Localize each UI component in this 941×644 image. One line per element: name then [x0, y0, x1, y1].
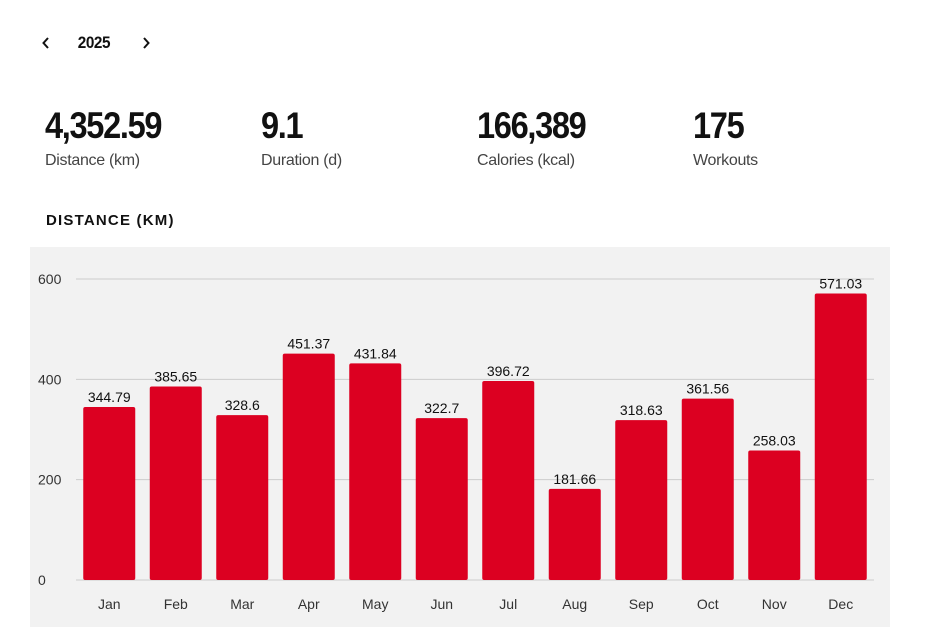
stat-label: Distance (km)	[45, 152, 140, 169]
data-label: 431.84	[354, 345, 397, 361]
data-label: 451.37	[287, 336, 330, 352]
next-year-button[interactable]	[138, 30, 154, 56]
bar-mar[interactable]	[216, 415, 269, 580]
chevron-right-icon	[143, 37, 150, 49]
data-label: 322.7	[424, 400, 459, 416]
stat-duration: 9.1 Duration (d)	[261, 104, 342, 170]
x-tick-label: Dec	[828, 596, 853, 612]
stat-value: 9.1	[261, 105, 304, 146]
summary-stats: 4,352.59 Distance (km) 9.1 Duration (d) …	[45, 104, 905, 184]
x-tick-label: Mar	[230, 596, 254, 612]
stat-distance: 4,352.59 Distance (km)	[45, 104, 177, 170]
y-tick-label: 600	[38, 271, 62, 287]
x-tick-label: Oct	[697, 596, 719, 612]
x-tick-label: Nov	[762, 596, 787, 612]
chevron-left-icon	[42, 37, 49, 49]
x-tick-label: Jun	[430, 596, 453, 612]
bar-jun[interactable]	[415, 418, 468, 580]
x-tick-label: Sep	[629, 596, 654, 612]
year-label: 2025	[77, 33, 111, 52]
stat-value: 166,389	[477, 105, 587, 146]
stat-label: Workouts	[693, 152, 758, 169]
y-tick-label: 0	[38, 572, 46, 588]
x-tick-label: Jul	[499, 596, 517, 612]
distance-chart-panel: 0 200 400 600 344.79 Jan 385.65 Feb 328.6 Mar 451.…	[30, 247, 890, 627]
bar-feb[interactable]	[149, 386, 202, 580]
stat-value: 175	[693, 105, 745, 146]
distance-bar-chart: 0 200 400 600 344.79 Jan 385.65 Feb 328.6 Mar 451.…	[38, 271, 874, 612]
x-tick-label: Apr	[298, 596, 320, 612]
bar-oct[interactable]	[681, 398, 734, 580]
bar-apr[interactable]	[282, 353, 335, 580]
bar-may[interactable]	[349, 363, 402, 580]
stat-calories: 166,389 Calories (kcal)	[477, 104, 600, 170]
data-label: 328.6	[225, 397, 260, 413]
bar-sep[interactable]	[615, 420, 668, 580]
data-label: 385.65	[154, 369, 197, 385]
x-tick-label: Feb	[164, 596, 188, 612]
y-tick-label: 400	[38, 371, 62, 387]
stat-label: Duration (d)	[261, 152, 342, 169]
bar-dec[interactable]	[814, 293, 867, 580]
bar-jan[interactable]	[83, 407, 136, 580]
bar-nov[interactable]	[748, 450, 801, 580]
data-label: 181.66	[553, 471, 596, 487]
y-tick-label: 200	[38, 472, 62, 488]
stat-value: 4,352.59	[45, 105, 163, 146]
x-tick-label: Jan	[98, 596, 121, 612]
bar-jul[interactable]	[482, 380, 535, 580]
stat-label: Calories (kcal)	[477, 152, 575, 169]
x-tick-label: Aug	[562, 596, 587, 612]
chart-section-title: DISTANCE (KM)	[46, 212, 175, 229]
year-navigator: 2025	[38, 30, 154, 56]
data-label: 571.03	[819, 276, 862, 292]
x-tick-label: May	[362, 596, 388, 612]
previous-year-button[interactable]	[38, 30, 54, 56]
data-label: 344.79	[88, 389, 131, 405]
data-label: 318.63	[620, 402, 663, 418]
bar-aug[interactable]	[548, 488, 601, 580]
stat-workouts: 175 Workouts	[693, 104, 758, 170]
data-label: 396.72	[487, 363, 530, 379]
data-label: 361.56	[686, 381, 729, 397]
data-label: 258.03	[753, 433, 796, 449]
